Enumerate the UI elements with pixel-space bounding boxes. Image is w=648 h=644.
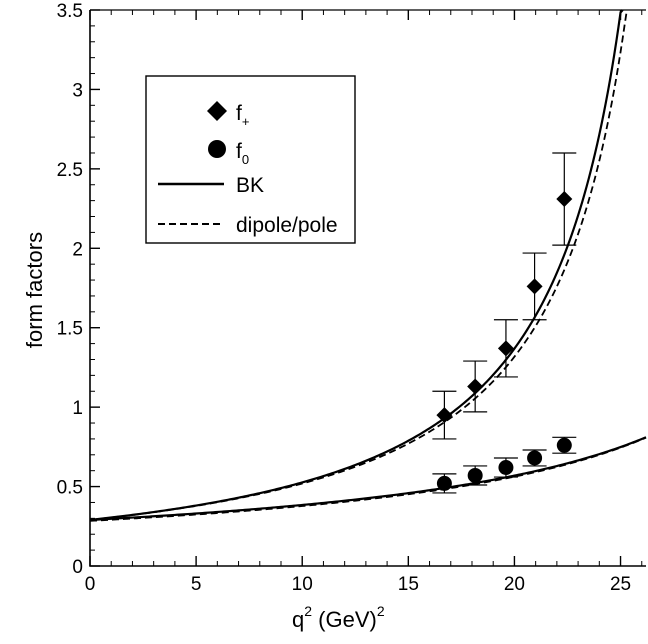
data-point-f-zero	[467, 467, 483, 483]
legend-f-plus-label: f+	[236, 102, 249, 129]
x-tick-label: 10	[292, 574, 313, 595]
y-tick-label: 1.5	[57, 319, 83, 340]
pole-fit-curve-f-zero	[89, 436, 647, 522]
data-point-f-plus	[556, 191, 573, 208]
data-point-f-plus	[436, 407, 453, 424]
legend-f-zero-label: f0	[236, 140, 249, 167]
axes: 0 5 10 15 20 25 0 0.5 1 1.5 2 2.5 3 3.5	[57, 1, 646, 595]
x-axis-label: q2 (GeV)2	[292, 603, 385, 632]
x-tick-label: 15	[398, 574, 419, 595]
y-tick-label: 2	[72, 239, 83, 260]
data-point-f-plus	[467, 378, 484, 395]
x-tick-label: 25	[610, 574, 631, 595]
data-point-f-zero	[498, 460, 514, 476]
x-tick-label: 5	[191, 574, 202, 595]
data-point-f-plus	[526, 278, 543, 295]
y-tick-label: 3.5	[57, 1, 83, 22]
legend: f+ f0 BK dipole/pole	[145, 75, 356, 244]
legend-circle-marker	[208, 140, 226, 158]
bk-fit-curve-f-zero	[89, 436, 647, 522]
legend-box	[145, 75, 356, 244]
y-axis-label: form factors	[22, 232, 47, 348]
y-tick-label: 0.5	[57, 478, 83, 499]
data-point-f-zero	[556, 437, 572, 453]
data-point-f-zero	[436, 475, 452, 491]
legend-dipole-pole-label: dipole/pole	[236, 214, 338, 237]
data-points	[432, 152, 577, 494]
x-tick-label: 20	[504, 574, 525, 595]
data-point-f-plus	[497, 340, 514, 357]
y-tick-label: 1	[72, 398, 83, 419]
y-tick-label: 2.5	[57, 160, 83, 181]
data-point-f-zero	[527, 450, 543, 466]
dipole-fit-curve-f-plus	[89, 9, 628, 521]
legend-bk-label: BK	[236, 174, 264, 197]
y-tick-label: 3	[72, 80, 83, 101]
fit-curves	[89, 9, 647, 522]
y-tick-label: 0	[72, 557, 83, 578]
x-tick-label: 0	[85, 574, 96, 595]
legend-diamond-marker	[207, 101, 227, 121]
